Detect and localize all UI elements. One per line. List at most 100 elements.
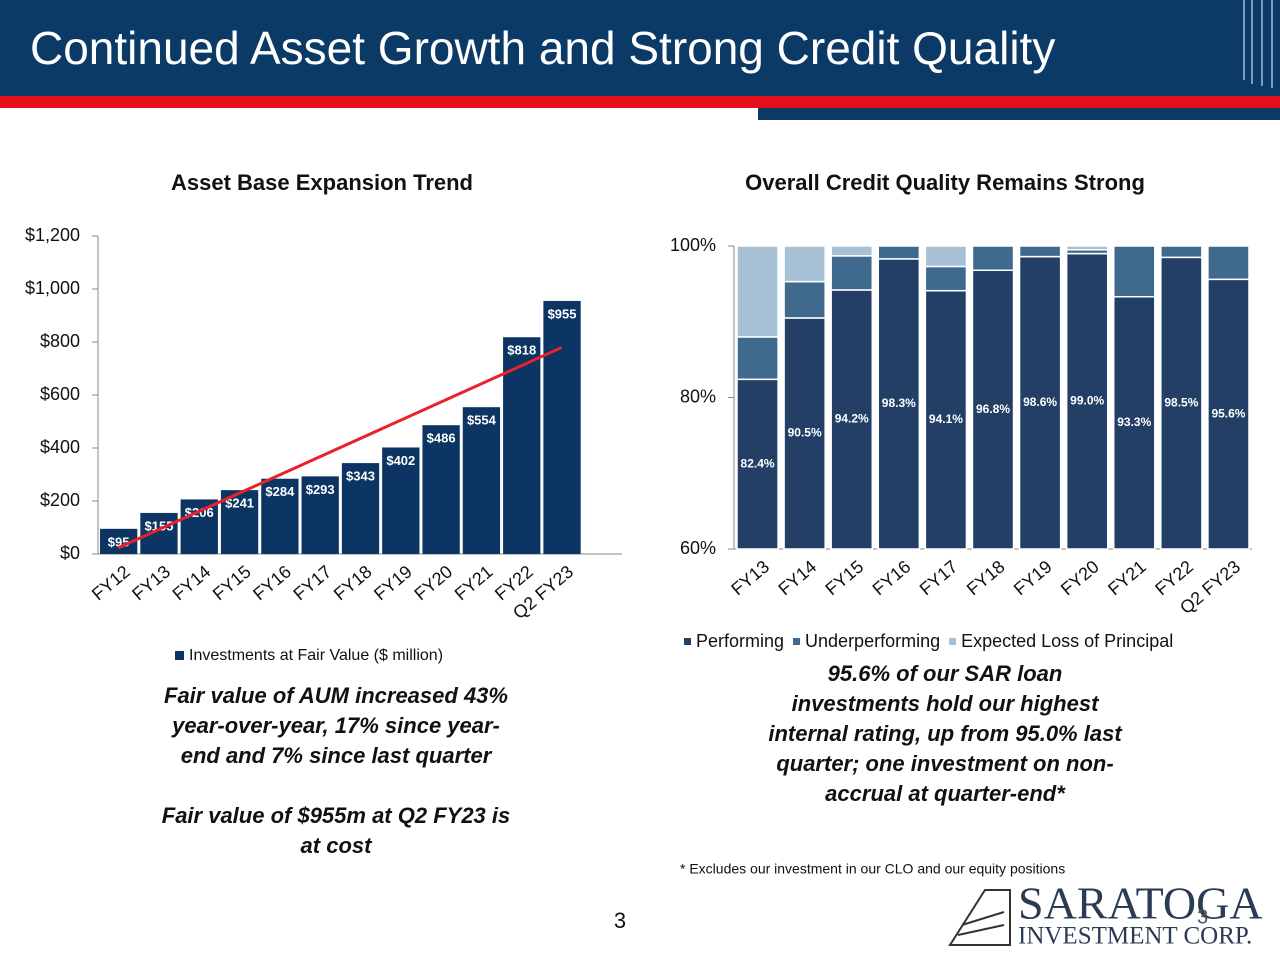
value-label: $241 [225, 496, 254, 511]
x-tick-label: FY17 [916, 556, 962, 599]
bar-segment [1018, 255, 1062, 550]
chart-title: Overall Credit Quality Remains Strong [745, 170, 1145, 195]
value-label: $554 [467, 413, 497, 428]
value-label: 98.6% [1023, 395, 1057, 409]
trend-line [117, 346, 563, 550]
bar [422, 425, 460, 554]
x-tick-label: FY16 [869, 556, 915, 599]
bar-segment [830, 255, 874, 291]
y-tick-label: $200 [40, 490, 80, 510]
caption-line: quarter; one investment on non- [776, 751, 1113, 776]
bar [180, 499, 218, 554]
bar-segment [971, 245, 1015, 271]
value-label: 99.0% [1070, 393, 1104, 407]
caption-line: at cost [301, 833, 374, 858]
caption-line: internal rating, up from 95.0% last [768, 721, 1123, 746]
caption-line: year-over-year, 17% since year- [171, 713, 500, 738]
legend-label: Performing [696, 631, 784, 651]
bar-segment [1160, 245, 1203, 259]
x-tick-label: FY15 [822, 556, 868, 599]
legend-label: Underperforming [805, 631, 940, 651]
value-label: $293 [306, 482, 335, 497]
legend-label: Investments at Fair Value ($ million) [189, 647, 443, 664]
bar-segment [1065, 245, 1109, 251]
legend-swatch [684, 638, 691, 645]
caption-line: accrual at quarter-end* [825, 781, 1066, 806]
x-tick-label: FY13 [128, 561, 174, 604]
value-label: $818 [507, 343, 536, 358]
caption-line: investments hold our highest [792, 691, 1100, 716]
bar-segment [877, 258, 921, 550]
x-tick-label: FY13 [727, 556, 773, 599]
slide-title: Continued Asset Growth and Strong Credit… [30, 22, 1055, 74]
bar [462, 407, 501, 554]
logo-subtitle: INVESTMENT CORP. [1018, 923, 1252, 950]
y-tick-label: $1,000 [25, 278, 80, 298]
bar-segment [1018, 245, 1062, 258]
caption-line: Fair value of AUM increased 43% [164, 683, 508, 708]
bar-segment [877, 245, 921, 260]
x-tick-label: FY21 [1104, 556, 1150, 599]
y-tick-label: 80% [680, 386, 716, 406]
bar [503, 337, 541, 554]
bar-segment [1112, 245, 1156, 298]
bar-segment [1065, 252, 1109, 550]
chart-title: Asset Base Expansion Trend [171, 170, 473, 195]
bar [341, 463, 380, 554]
legend-label: Expected Loss of Principal [961, 631, 1173, 651]
logo-name: SARATOGA [1018, 878, 1263, 929]
x-tick-label: FY16 [249, 561, 295, 604]
bar-segment [971, 269, 1015, 550]
value-label: $155 [145, 518, 174, 533]
legend-swatch [949, 638, 957, 645]
header-ornament [1243, 0, 1273, 88]
y-tick-label: $600 [40, 384, 80, 404]
value-label: 90.5% [788, 426, 822, 440]
footnote: * Excludes our investment in our CLO and… [680, 861, 1065, 877]
logo-mark: 3 [1197, 906, 1208, 928]
value-label: 95.6% [1211, 406, 1245, 420]
bar [382, 447, 420, 554]
value-label: 94.1% [929, 412, 963, 426]
x-tick-label: FY19 [370, 561, 416, 604]
x-tick-label: FY19 [1010, 556, 1056, 599]
page-number: 3 [614, 908, 626, 933]
bar-segment [736, 336, 779, 381]
x-tick-label: FY18 [330, 561, 376, 604]
bar-segment [924, 265, 968, 292]
y-tick-label: $0 [60, 543, 80, 563]
value-label: $486 [427, 431, 456, 446]
bar-segment [830, 289, 874, 550]
x-tick-label: FY21 [451, 561, 497, 604]
y-tick-label: $1,200 [25, 225, 80, 245]
y-tick-label: $400 [40, 437, 80, 457]
value-label: 93.3% [1117, 415, 1151, 429]
x-tick-label: FY15 [209, 561, 255, 604]
bar [543, 300, 581, 554]
x-tick-label: FY12 [88, 561, 134, 604]
bar-segment [783, 317, 826, 550]
caption-line: 95.6% of our SAR loan [828, 661, 1063, 686]
bar [301, 476, 339, 554]
caption-line: end and 7% since last quarter [181, 743, 493, 768]
legend-swatch [793, 638, 801, 645]
x-tick-label: FY18 [963, 556, 1009, 599]
bar-segment [783, 245, 826, 283]
bar-segment [736, 378, 779, 550]
value-label: 96.8% [976, 402, 1010, 416]
value-label: $343 [346, 469, 375, 484]
value-label: $284 [265, 484, 295, 499]
header-band [0, 0, 1280, 96]
bar-segment [924, 289, 968, 550]
bar-segment [1207, 245, 1250, 281]
value-label: 98.3% [882, 396, 916, 410]
bar [220, 490, 259, 554]
x-tick-label: FY20 [410, 561, 456, 604]
bar-segment [1112, 296, 1156, 550]
bar [261, 478, 299, 554]
logo-icon [948, 889, 1011, 946]
x-tick-label: FY14 [169, 561, 215, 604]
value-label: $955 [548, 306, 577, 321]
